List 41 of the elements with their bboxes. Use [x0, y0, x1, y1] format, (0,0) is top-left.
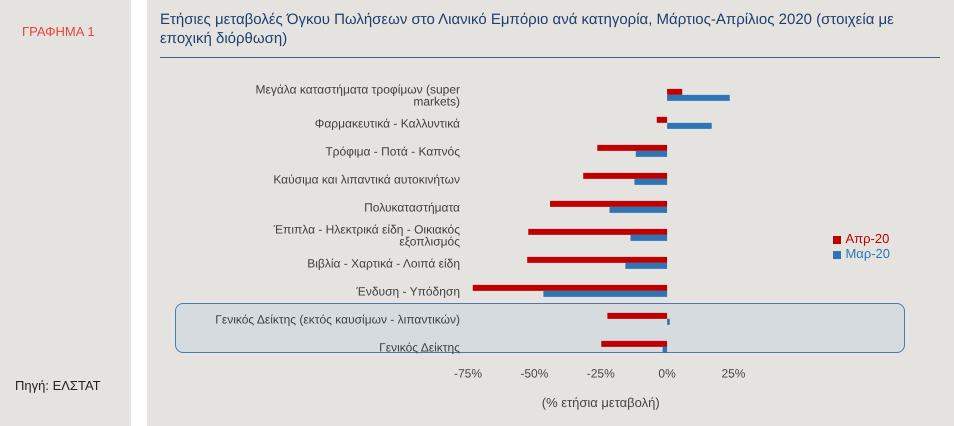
bar: [609, 206, 668, 213]
text: ΓΡΑΦΗΜΑ 1: [22, 24, 95, 39]
x-tick-label: 25%: [721, 366, 746, 381]
bar: [601, 340, 668, 347]
bar: [630, 234, 668, 241]
bar: [667, 88, 682, 95]
x-axis-title: (% ετήσια μεταβολή): [542, 395, 660, 410]
bar: [667, 94, 730, 101]
y-tick-label: Τρόφιμα - Ποτά - Καπνός: [325, 144, 460, 158]
y-tick-label: Ένδυση - Υπόδηση: [355, 284, 460, 298]
legend-label: Μαρ-20: [845, 246, 890, 261]
bar: [634, 178, 668, 185]
y-tick-label: Πολυκαταστήματα: [364, 200, 460, 214]
bar: [662, 346, 668, 353]
bar: [543, 290, 668, 297]
y-tick-label: Βιβλία - Χαρτικά - Λοιπά είδη: [307, 256, 460, 270]
bar: [636, 150, 668, 157]
bar: [667, 122, 712, 129]
y-tick-label: Έπιπλα - Ηλεκτρικά είδη - Οικιακός εξοπλισμός: [272, 222, 460, 248]
y-tick-label: Μεγάλα καταστήματα τροφίμων (super markets): [255, 82, 460, 108]
y-tick-label: Γενικός Δείκτης: [379, 340, 460, 354]
x-tick-label: -75%: [454, 366, 482, 381]
chart-title: Ετήσιες μεταβολές Όγκου Πωλήσεων στο Λιανικό Εμπόριο ανά κατηγορία, Μάρτιος-Απρίλιος 2020 (στοιχεία με εποχική διόρθωση): [160, 10, 895, 48]
text: Πηγή: ΕΛΣΤΑΤ: [15, 378, 101, 393]
y-tick-label: Γενικός Δείκτης (εκτός καυσίμων - λιπαντικών): [215, 312, 460, 326]
bar: [667, 318, 670, 325]
bar: [472, 284, 668, 291]
bar: [550, 200, 668, 207]
x-tick-label: -25%: [586, 366, 616, 381]
bar: [607, 312, 668, 319]
x-tick-label: -50%: [520, 366, 549, 381]
y-tick-label: Φαρμακευτικά - Καλλυντικά: [314, 116, 460, 130]
y-tick-label: Καύσιμα και λιπαντικά αυτοκινήτων: [273, 172, 460, 186]
x-tick-label: 0%: [658, 366, 676, 381]
bar: [656, 116, 668, 123]
bar: [583, 172, 668, 179]
bar: [528, 228, 668, 235]
bar: [527, 256, 668, 263]
bar: [625, 262, 668, 269]
bar: [597, 144, 668, 151]
legend-label: Απρ-20: [845, 231, 890, 246]
